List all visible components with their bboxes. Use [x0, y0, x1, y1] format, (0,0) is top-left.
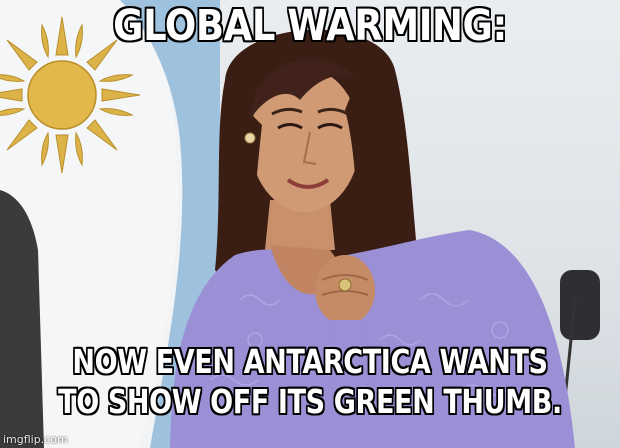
top-caption: GLOBAL WARMING: [113, 1, 507, 51]
imgflip-watermark: imgflip.com [3, 433, 68, 446]
bottom-caption-line-1: NOW EVEN ANTARCTICA WANTS [72, 342, 548, 381]
bottom-caption: NOW EVEN ANTARCTICA WANTS TO SHOW OFF IT… [56, 342, 564, 422]
bottom-caption-line-2: TO SHOW OFF ITS GREEN THUMB. [58, 382, 562, 421]
sun-of-may-icon [0, 16, 141, 174]
